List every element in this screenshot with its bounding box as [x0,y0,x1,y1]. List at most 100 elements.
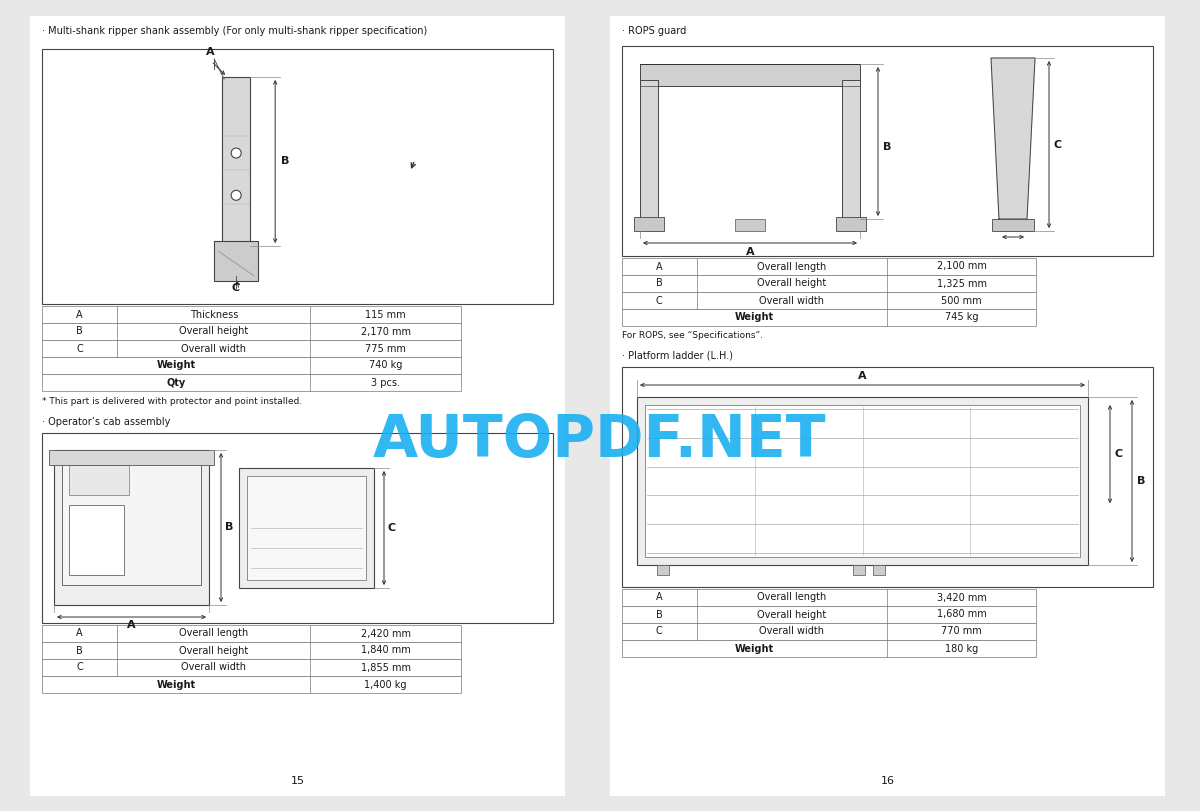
Text: 2,420 mm: 2,420 mm [360,629,410,638]
Text: · Platform ladder (L.H.): · Platform ladder (L.H.) [622,351,733,361]
Text: C: C [77,344,83,354]
Bar [637,397,1088,565]
Bar [42,659,461,676]
Text: 2,170 mm: 2,170 mm [360,327,410,337]
Polygon shape [991,58,1036,219]
Text: 1,855 mm: 1,855 mm [360,663,410,672]
Text: 2,100 mm: 2,100 mm [937,261,986,272]
Text: Weight: Weight [156,361,196,371]
Text: 770 mm: 770 mm [941,627,982,637]
Bar [42,642,461,659]
Bar [42,433,553,623]
Text: C: C [1054,139,1062,149]
Bar [836,217,866,231]
Text: Overall length: Overall length [179,629,248,638]
Text: 740 kg: 740 kg [368,361,402,371]
Circle shape [232,148,241,158]
Bar [222,77,250,246]
Text: B: B [1136,476,1145,486]
Bar [622,367,1153,587]
Bar [634,217,664,231]
Text: Overall height: Overall height [179,327,248,337]
Bar [992,219,1034,231]
Text: 16: 16 [881,776,894,786]
Text: * This part is delivered with protector and point installed.: * This part is delivered with protector … [42,397,302,406]
Text: A: A [745,247,755,257]
Text: Overall width: Overall width [181,663,246,672]
Text: 3,420 mm: 3,420 mm [937,593,986,603]
Bar [622,258,1036,275]
Text: Overall height: Overall height [757,610,827,620]
Text: A: A [127,620,136,630]
Bar [70,505,124,575]
Text: Weight: Weight [734,643,774,654]
Bar [658,565,670,575]
Bar [734,219,766,231]
Text: C: C [388,523,396,533]
Text: A: A [77,629,83,638]
Circle shape [232,191,241,200]
Bar [640,80,658,219]
Bar [214,241,258,281]
Text: 1,840 mm: 1,840 mm [361,646,410,655]
Bar [239,468,374,588]
Text: Weight: Weight [156,680,196,689]
Bar [622,275,1036,292]
Bar [247,476,366,580]
Bar [640,64,860,86]
Bar [30,16,565,796]
Text: 1,680 mm: 1,680 mm [937,610,986,620]
Text: C: C [1115,449,1123,459]
Text: 775 mm: 775 mm [365,344,406,354]
Text: B: B [224,522,233,533]
Text: · Multi-shank ripper shank assembly (For only multi-shank ripper specification): · Multi-shank ripper shank assembly (For… [42,26,427,36]
Text: A: A [656,261,662,272]
Bar [42,306,461,323]
Text: 500 mm: 500 mm [941,295,982,306]
Bar [62,458,202,585]
Text: 180 kg: 180 kg [946,643,978,654]
Bar [42,357,461,374]
Text: 115 mm: 115 mm [365,310,406,320]
Text: AUTOPDF.NET: AUTOPDF.NET [373,413,827,470]
Bar [842,80,860,219]
Text: A: A [206,47,215,57]
Bar [622,606,1036,623]
Text: 15: 15 [290,776,305,786]
Text: A: A [77,310,83,320]
Text: B: B [883,143,892,152]
Text: Overall height: Overall height [179,646,248,655]
Text: Overall width: Overall width [181,344,246,354]
Bar [622,589,1036,606]
Text: Overall length: Overall length [757,593,827,603]
Bar [70,465,130,495]
Text: · ROPS guard: · ROPS guard [622,26,686,36]
Bar [42,625,461,642]
Text: B: B [656,610,662,620]
Bar [622,640,1036,657]
Text: A: A [656,593,662,603]
Bar [622,46,1153,256]
Bar [42,340,461,357]
Text: 1,325 mm: 1,325 mm [937,278,986,289]
Bar [622,623,1036,640]
Text: C: C [656,295,662,306]
Bar [54,450,209,605]
Text: Weight: Weight [734,312,774,323]
Text: B: B [281,157,289,166]
Bar [42,323,461,340]
Text: C: C [656,627,662,637]
Text: Overall length: Overall length [757,261,827,272]
Text: C: C [77,663,83,672]
Bar [610,16,1165,796]
Text: B: B [77,327,83,337]
Text: · Operator’s cab assembly: · Operator’s cab assembly [42,417,170,427]
Bar [42,676,461,693]
Bar [49,450,214,465]
Bar [872,565,884,575]
Text: Overall width: Overall width [760,295,824,306]
Text: B: B [656,278,662,289]
Text: C: C [232,283,239,293]
Text: 745 kg: 745 kg [944,312,978,323]
Text: 3 pcs.: 3 pcs. [371,377,400,388]
